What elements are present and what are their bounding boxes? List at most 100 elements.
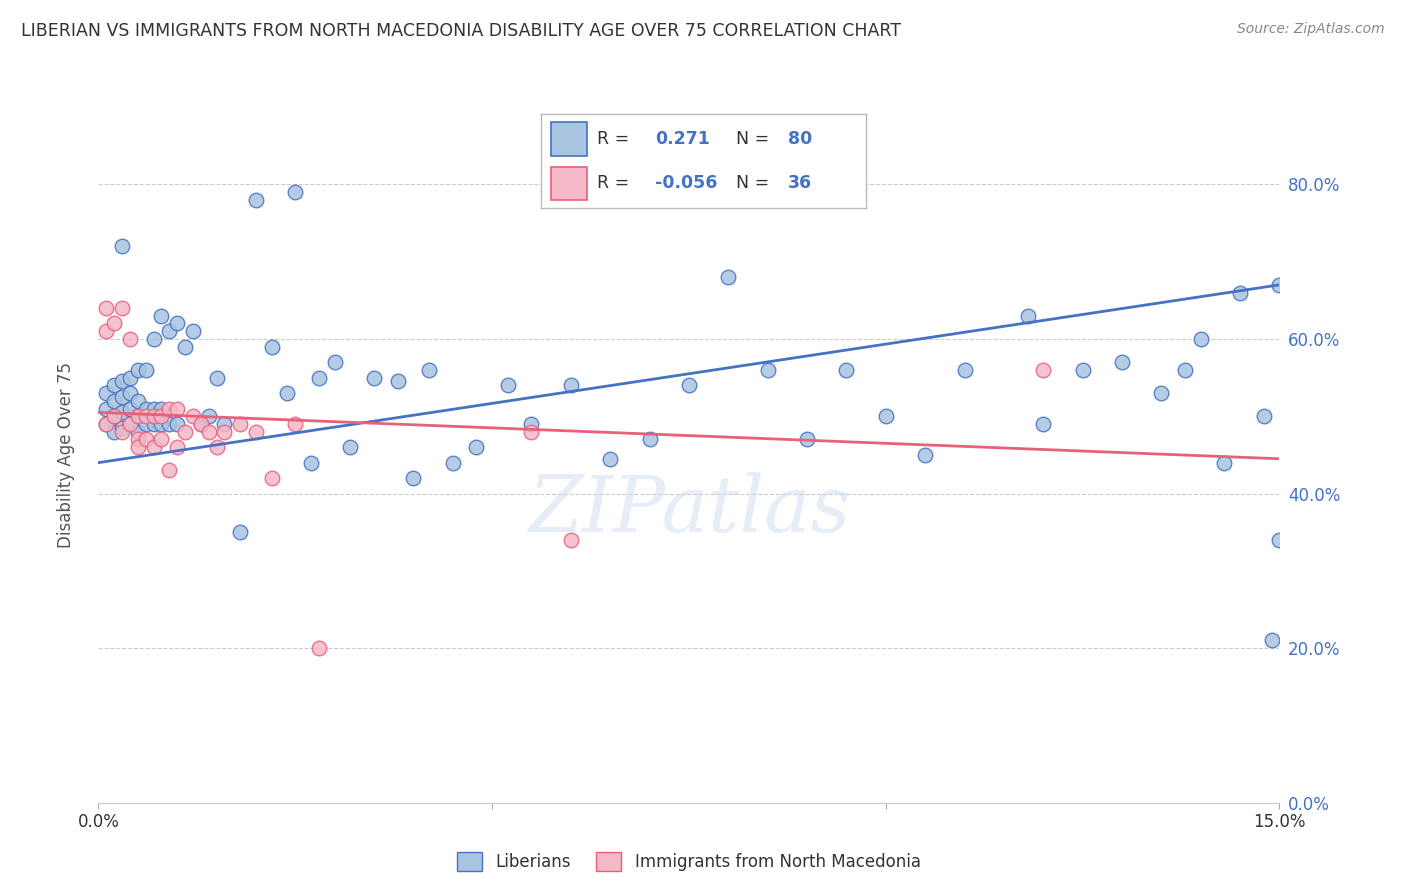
- Point: [103, 425, 125, 439]
- Point: [142, 417, 165, 431]
- Point: [157, 324, 180, 338]
- Point: [96, 417, 118, 431]
- Point: [142, 409, 165, 424]
- Point: [1189, 332, 1212, 346]
- Point: [111, 239, 134, 253]
- Point: [560, 378, 582, 392]
- Point: [111, 301, 134, 315]
- Point: [323, 355, 346, 369]
- Point: [276, 386, 298, 401]
- Point: [181, 409, 204, 424]
- Point: [1150, 386, 1173, 401]
- Point: [135, 417, 157, 431]
- Point: [284, 417, 307, 431]
- Point: [678, 378, 700, 392]
- Point: [150, 401, 173, 416]
- Point: [308, 641, 330, 656]
- Point: [96, 401, 118, 416]
- Point: [127, 433, 149, 447]
- Point: [756, 363, 779, 377]
- Text: ZIPatlas: ZIPatlas: [527, 473, 851, 549]
- Point: [638, 433, 661, 447]
- Point: [599, 451, 621, 466]
- Point: [118, 370, 141, 384]
- Point: [142, 440, 165, 454]
- Point: [197, 409, 219, 424]
- Point: [96, 417, 118, 431]
- Point: [308, 370, 330, 384]
- Point: [118, 401, 141, 416]
- Point: [96, 386, 118, 401]
- Point: [260, 471, 283, 485]
- Point: [127, 393, 149, 408]
- Point: [111, 421, 134, 435]
- Point: [118, 417, 141, 431]
- Point: [560, 533, 582, 547]
- Point: [214, 417, 236, 431]
- Point: [166, 440, 188, 454]
- Point: [205, 370, 228, 384]
- Point: [1071, 363, 1094, 377]
- Point: [245, 193, 267, 207]
- Text: Source: ZipAtlas.com: Source: ZipAtlas.com: [1237, 22, 1385, 37]
- Point: [174, 425, 197, 439]
- Point: [118, 386, 141, 401]
- Point: [127, 440, 149, 454]
- Point: [127, 425, 149, 439]
- Point: [496, 378, 519, 392]
- Point: [229, 417, 252, 431]
- Point: [299, 456, 322, 470]
- Point: [150, 409, 173, 424]
- Point: [111, 375, 134, 389]
- Point: [181, 324, 204, 338]
- Legend: Liberians, Immigrants from North Macedonia: Liberians, Immigrants from North Macedon…: [451, 846, 927, 878]
- Point: [387, 375, 409, 389]
- Point: [103, 409, 125, 424]
- Point: [103, 317, 125, 331]
- Point: [166, 417, 188, 431]
- Point: [717, 270, 740, 285]
- Point: [157, 401, 180, 416]
- Point: [135, 409, 157, 424]
- Point: [339, 440, 361, 454]
- Point: [363, 370, 385, 384]
- Point: [465, 440, 488, 454]
- Point: [1111, 355, 1133, 369]
- Point: [245, 425, 267, 439]
- Point: [150, 309, 173, 323]
- Point: [1253, 409, 1275, 424]
- Point: [1174, 363, 1197, 377]
- Point: [835, 363, 858, 377]
- Point: [402, 471, 425, 485]
- Point: [157, 463, 180, 477]
- Point: [103, 378, 125, 392]
- Point: [127, 409, 149, 424]
- Point: [796, 433, 818, 447]
- Point: [127, 363, 149, 377]
- Point: [111, 425, 134, 439]
- Point: [166, 317, 188, 331]
- Point: [150, 417, 173, 431]
- Point: [1229, 285, 1251, 300]
- Point: [914, 448, 936, 462]
- Point: [103, 393, 125, 408]
- Point: [190, 417, 212, 431]
- Point: [96, 301, 118, 315]
- Point: [111, 405, 134, 419]
- Point: [953, 363, 976, 377]
- Point: [1268, 277, 1291, 292]
- Point: [284, 185, 307, 199]
- Text: LIBERIAN VS IMMIGRANTS FROM NORTH MACEDONIA DISABILITY AGE OVER 75 CORRELATION C: LIBERIAN VS IMMIGRANTS FROM NORTH MACEDO…: [21, 22, 901, 40]
- Point: [260, 340, 283, 354]
- Point: [166, 401, 188, 416]
- Point: [142, 332, 165, 346]
- Point: [157, 417, 180, 431]
- Point: [118, 417, 141, 431]
- Point: [1032, 363, 1054, 377]
- Point: [103, 409, 125, 424]
- Point: [142, 401, 165, 416]
- Point: [520, 425, 543, 439]
- Point: [1268, 533, 1291, 547]
- Point: [1032, 417, 1054, 431]
- Point: [111, 390, 134, 404]
